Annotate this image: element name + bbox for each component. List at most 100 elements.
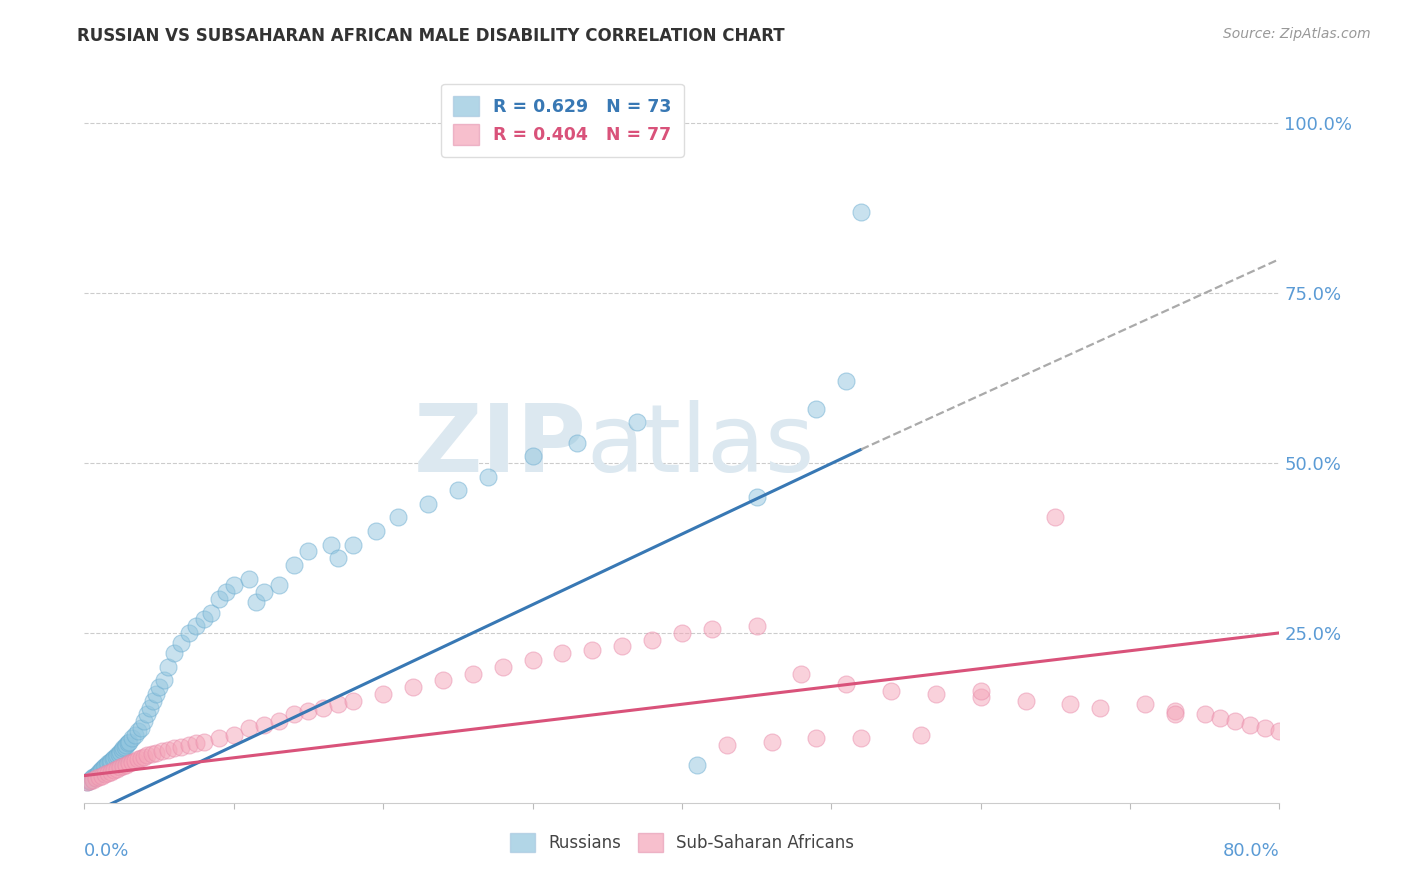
Point	[101, 752, 124, 766]
Point	[89, 765, 111, 780]
Point	[461, 666, 484, 681]
Point	[492, 660, 515, 674]
Point	[100, 754, 122, 768]
Point	[208, 591, 231, 606]
Point	[105, 762, 128, 776]
Point	[790, 666, 813, 681]
Point	[115, 738, 138, 752]
Point	[110, 760, 132, 774]
Point	[671, 626, 693, 640]
Point	[103, 763, 125, 777]
Point	[581, 643, 603, 657]
Point	[157, 660, 180, 674]
Point	[835, 677, 858, 691]
Point	[477, 469, 499, 483]
Point	[163, 741, 186, 756]
Point	[238, 572, 260, 586]
Point	[100, 764, 122, 779]
Point	[364, 524, 387, 538]
Point	[716, 738, 738, 752]
Point	[551, 646, 574, 660]
Point	[90, 763, 112, 777]
Point	[103, 751, 125, 765]
Point	[89, 770, 111, 784]
Point	[121, 755, 143, 769]
Point	[200, 606, 222, 620]
Point	[297, 544, 319, 558]
Point	[342, 694, 364, 708]
Point	[641, 632, 664, 647]
Point	[297, 704, 319, 718]
Point	[89, 764, 111, 779]
Point	[96, 757, 118, 772]
Point	[267, 714, 290, 729]
Point	[910, 728, 932, 742]
Text: 0.0%: 0.0%	[84, 842, 129, 860]
Point	[851, 204, 873, 219]
Point	[111, 743, 134, 757]
Point	[93, 760, 115, 774]
Point	[139, 700, 162, 714]
Point	[152, 673, 174, 688]
Point	[312, 700, 335, 714]
Point	[142, 694, 165, 708]
Point	[107, 747, 129, 761]
Point	[761, 734, 783, 748]
Point	[83, 769, 105, 783]
Point	[97, 765, 120, 780]
Text: Source: ZipAtlas.com: Source: ZipAtlas.com	[1223, 27, 1371, 41]
Point	[76, 775, 98, 789]
Point	[208, 731, 231, 746]
Point	[1209, 711, 1232, 725]
Point	[267, 578, 290, 592]
Point	[1090, 700, 1112, 714]
Point	[77, 774, 100, 789]
Point	[880, 683, 903, 698]
Point	[1194, 707, 1216, 722]
Point	[402, 680, 425, 694]
Point	[145, 687, 167, 701]
Point	[806, 731, 828, 746]
Point	[118, 734, 141, 748]
Point	[86, 772, 108, 786]
Point	[806, 401, 828, 416]
Point	[127, 752, 149, 766]
Point	[373, 687, 395, 701]
Point	[1133, 698, 1156, 712]
Point	[1014, 694, 1036, 708]
Point	[970, 683, 993, 698]
Point	[112, 759, 135, 773]
Point	[328, 551, 350, 566]
Point	[82, 772, 104, 787]
Point	[238, 721, 260, 735]
Point	[283, 558, 305, 572]
Point	[186, 619, 208, 633]
Point	[129, 721, 152, 735]
Point	[387, 510, 409, 524]
Point	[136, 707, 159, 722]
Point	[1253, 721, 1275, 735]
Point	[163, 646, 186, 660]
Point	[91, 769, 114, 783]
Point	[76, 775, 98, 789]
Point	[567, 435, 589, 450]
Point	[82, 770, 104, 784]
Point	[170, 740, 193, 755]
Point	[141, 747, 163, 761]
Point	[94, 759, 117, 773]
Point	[283, 707, 305, 722]
Point	[686, 758, 709, 772]
Point	[432, 673, 454, 688]
Text: atlas: atlas	[586, 400, 814, 492]
Point	[104, 749, 127, 764]
Point	[1239, 717, 1261, 731]
Point	[148, 680, 170, 694]
Point	[186, 736, 208, 750]
Point	[115, 757, 138, 772]
Point	[1223, 714, 1246, 729]
Point	[925, 687, 948, 701]
Point	[745, 619, 768, 633]
Point	[121, 731, 143, 746]
Point	[91, 762, 114, 776]
Point	[98, 755, 121, 769]
